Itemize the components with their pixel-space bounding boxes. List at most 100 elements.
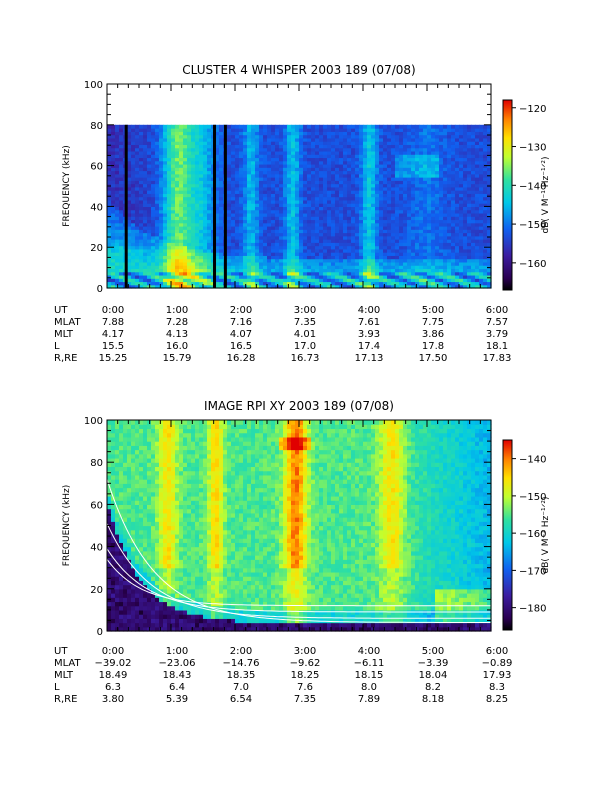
y-tick-label: 40 — [90, 543, 103, 554]
ephemeris-cell: 1:00 — [166, 305, 188, 316]
data-gap — [124, 124, 128, 288]
y-tick-label: 80 — [90, 458, 103, 469]
ephemeris-cell: 5:00 — [422, 305, 444, 316]
ephemeris-cell: 8.0 — [361, 682, 377, 693]
y-tick-label: 20 — [90, 243, 103, 254]
ephemeris-cell: −9.62 — [290, 658, 321, 669]
y-axis: 0 20 40 60 80 100 — [84, 80, 491, 295]
y-tick-label: 20 — [90, 585, 103, 596]
ephemeris-cell: 4:00 — [358, 305, 380, 316]
ephemeris-cell: 15.25 — [99, 353, 128, 364]
ephemeris-table: UTMLATMLTLR,RE0:007.884.1715.515.251:007… — [54, 305, 511, 364]
ephemeris-cell: 5:00 — [422, 646, 444, 657]
ephemeris-cell: 7.28 — [166, 317, 188, 328]
ephemeris-cell: 4.07 — [230, 329, 252, 340]
white-curves — [106, 478, 491, 623]
ephemeris-cell: 7.6 — [297, 682, 313, 693]
white-curve — [106, 478, 491, 623]
ephemeris-cell: 8.3 — [489, 682, 505, 693]
data-gap — [213, 124, 217, 288]
y-axis-label: FREQUENCY (kHz) — [62, 145, 72, 226]
ephemeris-cell: 2:00 — [230, 305, 252, 316]
colorbar-tick-label: −170 — [519, 566, 546, 577]
y-tick-label: 0 — [97, 284, 103, 295]
ephemeris-cell: 4.13 — [166, 329, 188, 340]
spectrogram — [107, 124, 492, 289]
ephemeris-cell: 7.88 — [102, 317, 124, 328]
colorbar — [502, 439, 513, 631]
ephemeris-cell: 5.39 — [166, 694, 188, 705]
ephemeris-cell: 18.1 — [486, 341, 508, 352]
x-axis — [106, 420, 492, 631]
colorbar-tick-label: −140 — [519, 181, 546, 192]
ephemeris-row-label: UT — [54, 646, 68, 657]
ephemeris-cell: 1:00 — [166, 646, 188, 657]
ephemeris-cell: 8.2 — [425, 682, 441, 693]
ephemeris-cell: 17.93 — [483, 670, 512, 681]
ephemeris-cell: 18.04 — [419, 670, 448, 681]
ephemeris-row-label: L — [54, 682, 60, 693]
ephemeris-cell: 7.75 — [422, 317, 444, 328]
y-tick-label: 80 — [90, 121, 103, 132]
ephemeris-cell: 17.4 — [358, 341, 380, 352]
ephemeris-cell: 16.5 — [230, 341, 252, 352]
ephemeris-cell: −14.76 — [222, 658, 259, 669]
ephemeris-cell: 8.25 — [486, 694, 508, 705]
y-tick-label: 100 — [84, 80, 103, 91]
ephemeris-cell: 7.16 — [230, 317, 252, 328]
ephemeris-cell: 7.57 — [486, 317, 508, 328]
ephemeris-cell: 16.0 — [166, 341, 188, 352]
image-rpi-panel: IMAGE RPI XY 2003 189 (07/08) 0 20 40 60 80 10… — [54, 399, 551, 705]
colorbar-tick-label: −150 — [519, 492, 546, 503]
colorbar-tick-label: −180 — [519, 604, 546, 615]
ephemeris-cell: 6.3 — [105, 682, 121, 693]
ephemeris-cell: 17.83 — [483, 353, 512, 364]
ephemeris-cell: 6:00 — [486, 305, 508, 316]
colorbar-tick-label: −160 — [519, 259, 546, 270]
ephemeris-cell: 6.54 — [230, 694, 252, 705]
ephemeris-cell: 3.93 — [358, 329, 380, 340]
ephemeris-cell: 15.79 — [163, 353, 192, 364]
colorbar-tick-label: −120 — [519, 104, 546, 115]
ephemeris-cell: 3.79 — [486, 329, 508, 340]
ephemeris-cell: 16.28 — [227, 353, 256, 364]
ephemeris-cell: 3.80 — [102, 694, 124, 705]
ephemeris-cell: 4.01 — [294, 329, 316, 340]
ephemeris-cell: 0:00 — [102, 646, 124, 657]
cluster-panel: CLUSTER 4 WHISPER 2003 189 (07/08) 0 20 40 6… — [54, 63, 551, 364]
ephemeris-cell: 18.35 — [227, 670, 256, 681]
y-axis: 0 20 40 60 80 100 — [84, 416, 491, 638]
y-tick-label: 0 — [97, 627, 103, 638]
ephemeris-cell: 3.86 — [422, 329, 444, 340]
data-gap — [223, 124, 227, 288]
colorbar-tick-label: −160 — [519, 529, 546, 540]
ephemeris-cell: 18.25 — [291, 670, 320, 681]
ephemeris-cell: 8.18 — [422, 694, 444, 705]
y-tick-label: 60 — [90, 162, 103, 173]
ephemeris-row-label: MLAT — [54, 658, 81, 669]
ephemeris-cell: 6:00 — [486, 646, 508, 657]
ephemeris-cell: −0.89 — [482, 658, 513, 669]
chart-title: IMAGE RPI XY 2003 189 (07/08) — [204, 399, 394, 413]
ephemeris-cell: 16.73 — [291, 353, 320, 364]
ephemeris-row-label: MLT — [54, 329, 74, 340]
colorbar-tick-label: −150 — [519, 220, 546, 231]
spectrogram — [107, 420, 492, 632]
y-tick-label: 40 — [90, 202, 103, 213]
ephemeris-cell: 2:00 — [230, 646, 252, 657]
ephemeris-cell: 0:00 — [102, 305, 124, 316]
ephemeris-cell: 15.5 — [102, 341, 124, 352]
white-curve — [106, 523, 491, 619]
ephemeris-cell: 7.35 — [294, 694, 316, 705]
chart-title: CLUSTER 4 WHISPER 2003 189 (07/08) — [182, 63, 415, 77]
ephemeris-cell: 4:00 — [358, 646, 380, 657]
colorbar-tick-label: −140 — [519, 455, 546, 466]
ephemeris-cell: 3:00 — [294, 646, 316, 657]
ephemeris-cell: 4.17 — [102, 329, 124, 340]
ephemeris-row-label: MLT — [54, 670, 74, 681]
ephemeris-cell: 17.8 — [422, 341, 444, 352]
ephemeris-cell: −23.06 — [158, 658, 195, 669]
ephemeris-row-label: MLAT — [54, 317, 81, 328]
